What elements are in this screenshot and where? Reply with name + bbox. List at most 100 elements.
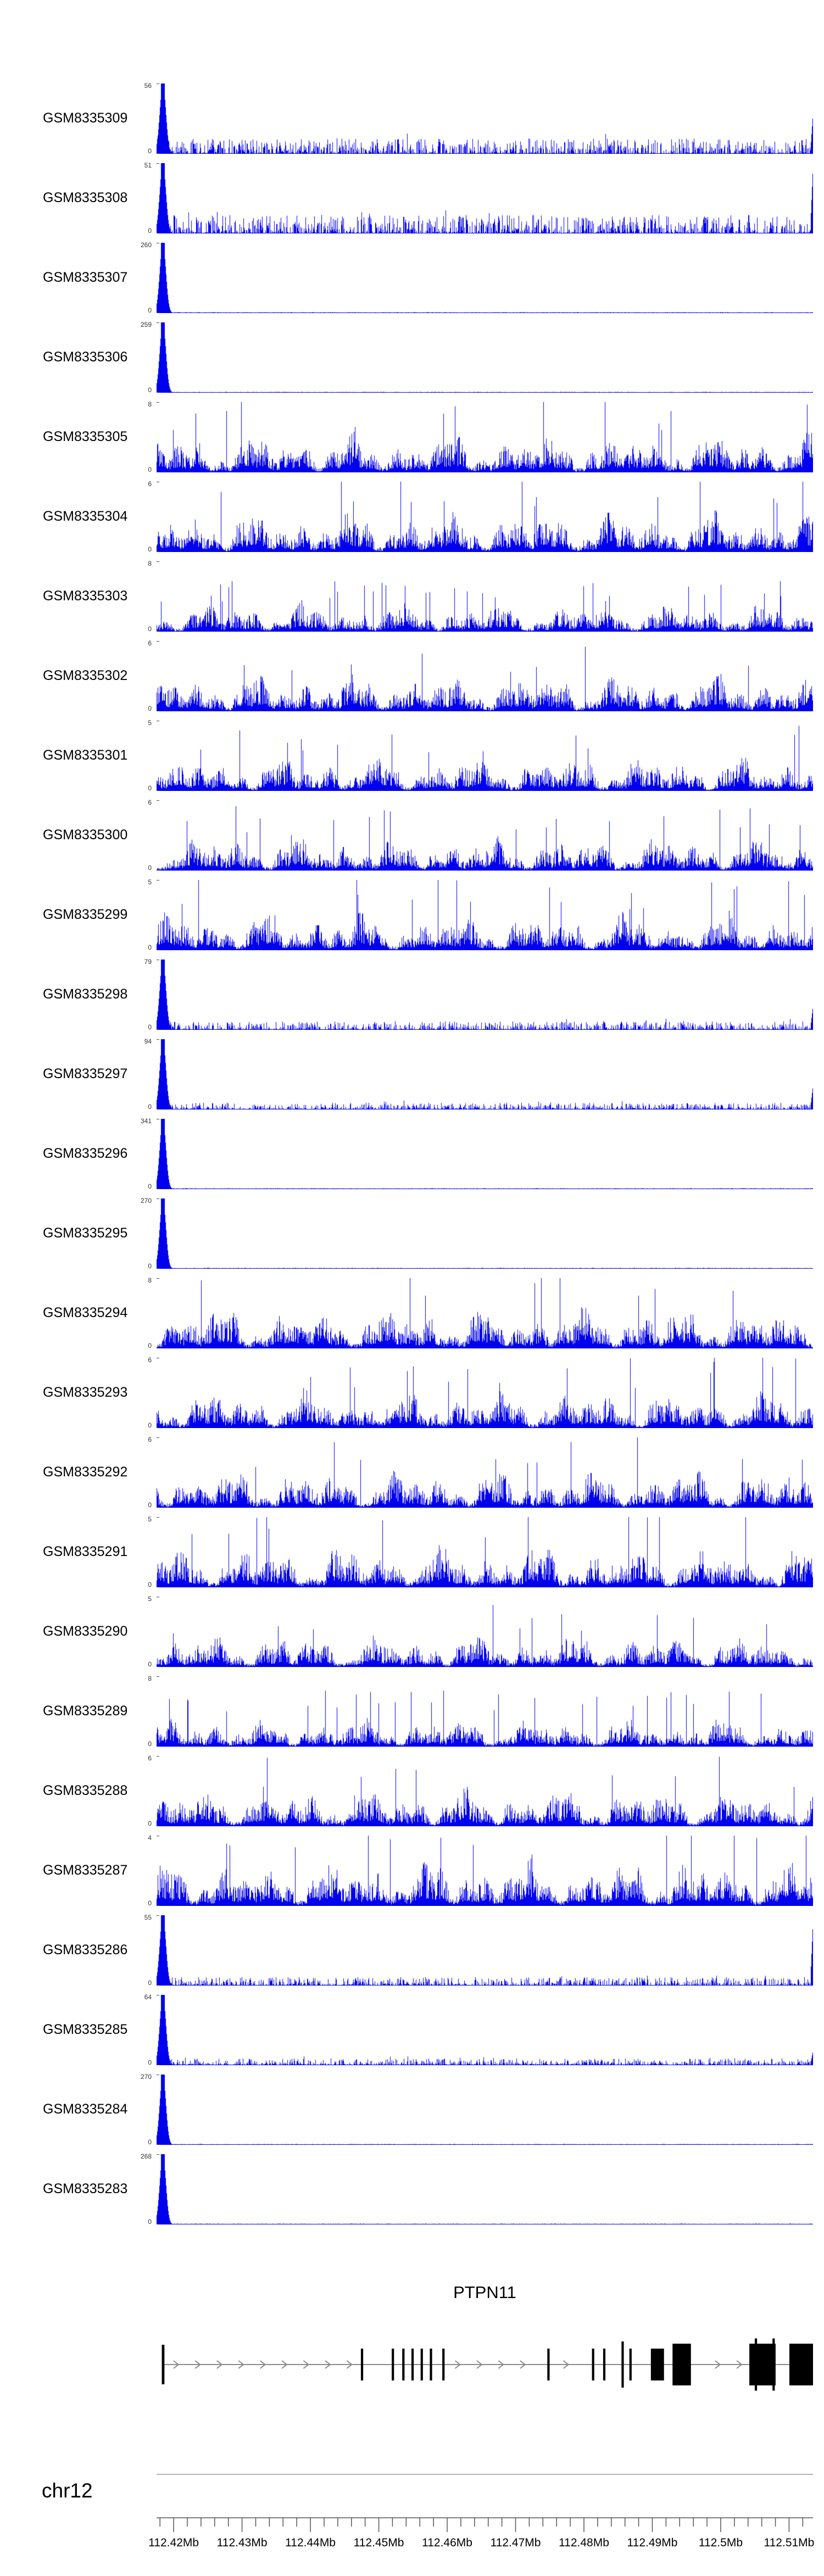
track-row: GSM8335293 6 0: [0, 1357, 824, 1436]
coverage-histogram: [157, 163, 813, 233]
intron-arrow-icon: [476, 2360, 483, 2369]
intron-arrow-icon: [346, 2360, 353, 2369]
track-ybase-label: 0: [148, 1899, 152, 1907]
track-label: GSM8335295: [43, 1225, 128, 1241]
track-ybase-label: 0: [148, 147, 152, 155]
coverage-histogram: [157, 1198, 813, 1269]
track-row: GSM8335288 6 0: [0, 1755, 824, 1835]
intron-arrow-icon: [563, 2360, 570, 2369]
coverage-histogram: [157, 1517, 813, 1587]
coverage-histogram: [157, 561, 813, 632]
track-ybase-label: 0: [148, 2138, 152, 2146]
coverage-histogram: [157, 1039, 813, 1109]
track-ymax-label: 8: [148, 1276, 152, 1284]
track-label: GSM8335299: [43, 907, 128, 922]
track-ybase-label: 0: [148, 1103, 152, 1111]
track-label: GSM8335296: [43, 1146, 128, 1161]
track-row: GSM8335306 259 0: [0, 321, 824, 401]
intron-arrow-icon: [325, 2360, 331, 2369]
track-ymax-label: 341: [140, 1117, 152, 1125]
axis-tick-label: 112.51Mb: [764, 2536, 815, 2549]
track-label: GSM8335303: [43, 588, 128, 604]
genome-axis-ruler: 112.42Mb 112.43Mb 112.44Mb 112.45Mb 112.46Mb…: [148, 2517, 815, 2549]
track-ybase-label: 0: [148, 784, 152, 792]
intron-arrow-icon: [715, 2360, 721, 2369]
track-ybase-label: 0: [148, 1660, 152, 1668]
track-row: GSM8335287 4 0: [0, 1835, 824, 1914]
track-ymax-label: 5: [148, 1595, 152, 1603]
coverage-histogram: [157, 641, 813, 711]
track-ybase-label: 0: [148, 1023, 152, 1031]
track-row: GSM8335290 5 0: [0, 1596, 824, 1675]
track-ymax-label: 259: [140, 321, 152, 328]
track-label: GSM8335305: [43, 429, 128, 444]
exon-box: [672, 2344, 691, 2385]
exon-box: [430, 2349, 432, 2380]
track-label: GSM8335304: [43, 509, 128, 524]
intron-arrow-icon: [216, 2360, 223, 2369]
track-label: GSM8335288: [43, 1783, 128, 1798]
track-row: GSM8335308 51 0: [0, 162, 824, 242]
track-ybase-label: 0: [148, 2218, 152, 2226]
axis-tick-label: 112.45Mb: [354, 2536, 404, 2549]
track-ymax-label: 51: [144, 161, 152, 169]
track-row: GSM8335302 6 0: [0, 640, 824, 720]
track-ymax-label: 94: [144, 1038, 152, 1045]
coverage-histogram: [157, 1278, 813, 1348]
exon-box: [650, 2349, 664, 2380]
track-ymax-label: 260: [140, 241, 152, 249]
coverage-histogram: [157, 1597, 813, 1667]
separator-line: [157, 2474, 813, 2475]
track-label: GSM8335284: [43, 2101, 128, 2117]
coverage-histogram: [157, 402, 813, 472]
track-row: GSM8335284 270 0: [0, 2073, 824, 2153]
coverage-histogram: [157, 721, 813, 791]
track-ybase-label: 0: [148, 1501, 152, 1509]
track-row: GSM8335304 6 0: [0, 481, 824, 560]
track-ybase-label: 0: [148, 2059, 152, 2066]
coverage-histogram: [157, 1119, 813, 1189]
track-label: GSM8335307: [43, 270, 128, 285]
track-label: GSM8335308: [43, 190, 128, 205]
track-ybase-label: 0: [148, 944, 152, 951]
exon-box: [749, 2344, 776, 2385]
coverage-histogram: [157, 1437, 813, 1508]
coverage-histogram: [157, 1676, 813, 1747]
coverage-histogram: [157, 880, 813, 950]
track-row: GSM8335300 6 0: [0, 799, 824, 879]
track-row: GSM8335303 8 0: [0, 560, 824, 640]
track-ybase-label: 0: [148, 545, 152, 553]
track-row: GSM8335305 8 0: [0, 401, 824, 481]
track-label: GSM8335285: [43, 2022, 128, 2037]
axis-tick-label: 112.47Mb: [491, 2536, 541, 2549]
track-label: GSM8335286: [43, 1942, 128, 1958]
track-row: GSM8335283 268 0: [0, 2153, 824, 2233]
track-ybase-label: 0: [148, 306, 152, 314]
track-ymax-label: 56: [144, 82, 152, 90]
exon-box: [592, 2349, 594, 2380]
coverage-histogram: [157, 83, 813, 154]
track-ymax-label: 79: [144, 958, 152, 966]
coverage-histogram: [157, 960, 813, 1030]
coverage-histogram: [157, 243, 813, 313]
axis-tick-label: 112.46Mb: [422, 2536, 472, 2549]
track-ymax-label: 8: [148, 400, 152, 408]
exon-box: [629, 2349, 632, 2380]
exon-box: [442, 2349, 445, 2380]
track-ymax-label: 6: [148, 639, 152, 647]
track-ymax-label: 8: [148, 560, 152, 567]
axis-tick-label: 112.42Mb: [148, 2536, 199, 2549]
axis-tick-label: 112.44Mb: [285, 2536, 336, 2549]
gene-model: [162, 2338, 813, 2391]
track-ybase-label: 0: [148, 1421, 152, 1429]
intron-arrow-icon: [736, 2360, 743, 2369]
track-row: GSM8335285 64 0: [0, 1994, 824, 2073]
track-row: GSM8335299 5 0: [0, 879, 824, 958]
gene-name-label: PTPN11: [453, 2283, 516, 2302]
track-ymax-label: 55: [144, 1914, 152, 1921]
axis-tick-label: 112.5Mb: [699, 2536, 743, 2549]
track-label: GSM8335292: [43, 1464, 128, 1480]
track-ybase-label: 0: [148, 1581, 152, 1588]
track-ymax-label: 64: [144, 1993, 152, 2001]
track-row: GSM8335291 5 0: [0, 1516, 824, 1596]
